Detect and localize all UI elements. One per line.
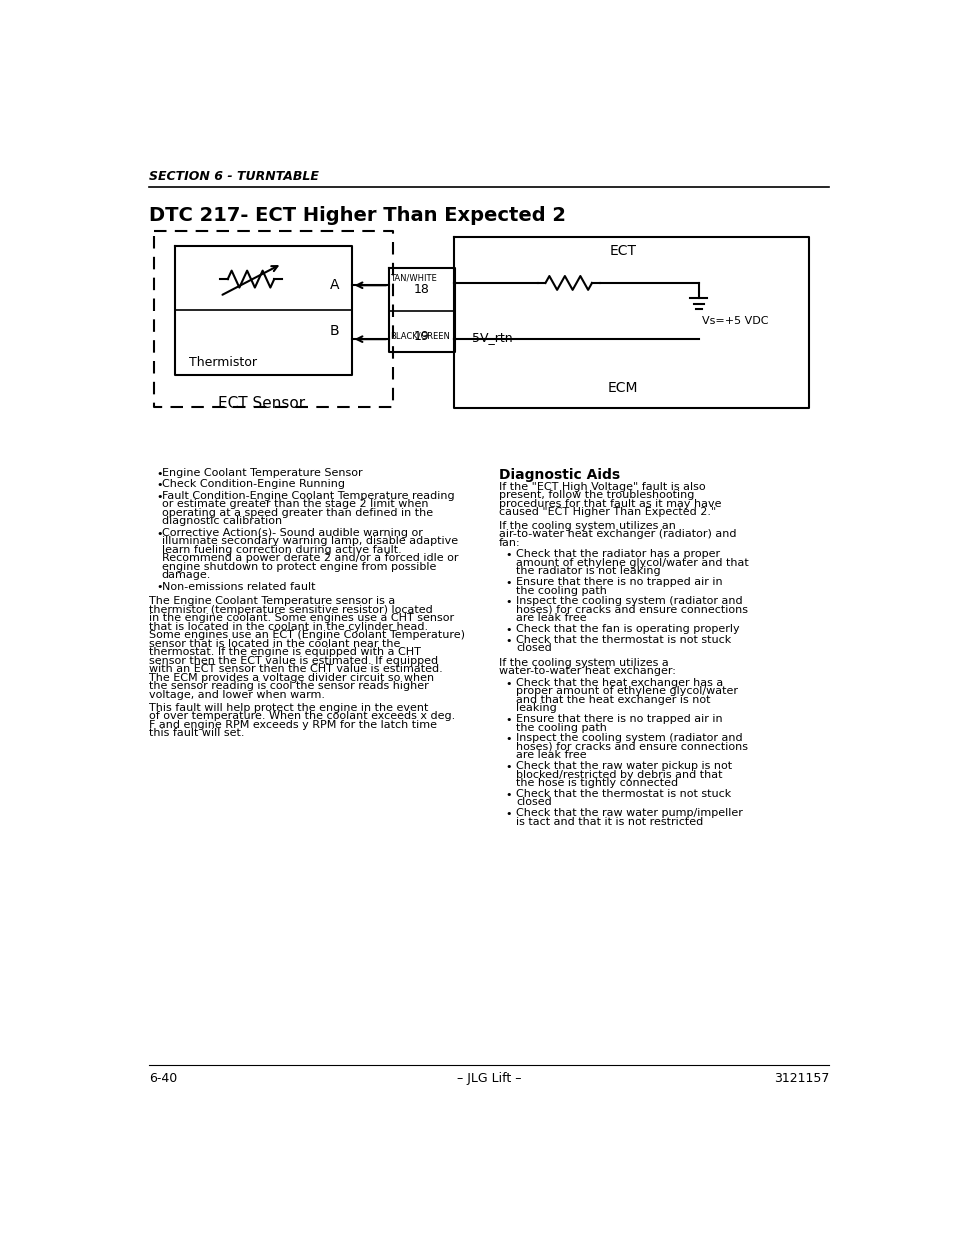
Text: operating at a speed greater than defined in the: operating at a speed greater than define… xyxy=(162,508,433,517)
Text: leaking: leaking xyxy=(516,704,557,714)
Text: ECT Sensor: ECT Sensor xyxy=(218,396,305,411)
Text: the sensor reading is cool the sensor reads higher: the sensor reading is cool the sensor re… xyxy=(149,680,428,692)
Text: TAN/WHITE: TAN/WHITE xyxy=(390,274,436,283)
Text: air-to-water heat exchanger (radiator) and: air-to-water heat exchanger (radiator) a… xyxy=(498,530,736,540)
Text: Engine Coolant Temperature Sensor: Engine Coolant Temperature Sensor xyxy=(162,468,362,478)
Text: Check Condition-Engine Running: Check Condition-Engine Running xyxy=(162,479,345,489)
Text: sensor then the ECT value is estimated. If equipped: sensor then the ECT value is estimated. … xyxy=(149,656,437,666)
Text: engine shutdown to protect engine from possible: engine shutdown to protect engine from p… xyxy=(162,562,436,572)
Text: 19: 19 xyxy=(414,330,429,342)
Text: closed: closed xyxy=(516,798,551,808)
Text: of over temperature. When the coolant exceeds x deg.: of over temperature. When the coolant ex… xyxy=(149,711,455,721)
Text: the hose is tightly connected: the hose is tightly connected xyxy=(516,778,678,788)
Text: Ensure that there is no trapped air in: Ensure that there is no trapped air in xyxy=(516,714,722,724)
Text: Recommend a power derate 2 and/or a forced idle or: Recommend a power derate 2 and/or a forc… xyxy=(162,553,457,563)
Text: this fault will set.: this fault will set. xyxy=(149,727,244,739)
Text: that is located in the coolant in the cylinder head.: that is located in the coolant in the cy… xyxy=(149,621,427,632)
Text: and that the heat exchanger is not: and that the heat exchanger is not xyxy=(516,695,710,705)
Text: Non-emissions related fault: Non-emissions related fault xyxy=(162,582,315,592)
Text: •: • xyxy=(156,468,163,478)
Text: are leak free: are leak free xyxy=(516,751,586,761)
Text: •: • xyxy=(505,679,511,689)
Text: Corrective Action(s)- Sound audible warning or: Corrective Action(s)- Sound audible warn… xyxy=(162,527,422,537)
Text: thermistor (temperature sensitive resistor) located: thermistor (temperature sensitive resist… xyxy=(149,605,432,615)
Text: proper amount of ethylene glycol/water: proper amount of ethylene glycol/water xyxy=(516,687,738,697)
Text: •: • xyxy=(505,715,511,725)
Text: learn fueling correction during active fault.: learn fueling correction during active f… xyxy=(162,545,401,555)
Text: SECTION 6 - TURNTABLE: SECTION 6 - TURNTABLE xyxy=(149,169,318,183)
Text: •: • xyxy=(505,762,511,772)
Text: sensor that is located in the coolant near the: sensor that is located in the coolant ne… xyxy=(149,638,399,648)
Text: procedures for that fault as it may have: procedures for that fault as it may have xyxy=(498,499,720,509)
Text: Check that the fan is operating properly: Check that the fan is operating properly xyxy=(516,624,739,634)
Text: Inspect the cooling system (radiator and: Inspect the cooling system (radiator and xyxy=(516,597,741,606)
Text: the radiator is not leaking: the radiator is not leaking xyxy=(516,567,660,577)
Text: hoses) for cracks and ensure connections: hoses) for cracks and ensure connections xyxy=(516,742,747,752)
Text: •: • xyxy=(156,492,163,501)
Text: ECM: ECM xyxy=(607,380,638,395)
Text: Some engines use an ECT (Engine Coolant Temperature): Some engines use an ECT (Engine Coolant … xyxy=(149,630,464,640)
Text: Fault Condition-Engine Coolant Temperature reading: Fault Condition-Engine Coolant Temperatu… xyxy=(162,490,454,501)
Text: Vs=+5 VDC: Vs=+5 VDC xyxy=(701,316,768,326)
Text: BLACK/GREEN: BLACK/GREEN xyxy=(390,331,450,341)
Text: If the cooling system utilizes an: If the cooling system utilizes an xyxy=(498,521,675,531)
Text: the cooling path: the cooling path xyxy=(516,722,606,732)
Text: 5V_rtn: 5V_rtn xyxy=(472,331,512,345)
Text: •: • xyxy=(505,789,511,799)
Text: thermostat. If the engine is equipped with a CHT: thermostat. If the engine is equipped wi… xyxy=(149,647,420,657)
Text: Ensure that there is no trapped air in: Ensure that there is no trapped air in xyxy=(516,577,722,587)
Text: Inspect the cooling system (radiator and: Inspect the cooling system (radiator and xyxy=(516,734,741,743)
Text: •: • xyxy=(505,550,511,561)
Text: are leak free: are leak free xyxy=(516,614,586,624)
Text: closed: closed xyxy=(516,643,551,653)
Text: DTC 217- ECT Higher Than Expected 2: DTC 217- ECT Higher Than Expected 2 xyxy=(149,206,565,225)
Text: or estimate greater than the stage 2 limit when: or estimate greater than the stage 2 lim… xyxy=(162,499,428,509)
Text: the cooling path: the cooling path xyxy=(516,585,606,595)
Text: fan:: fan: xyxy=(498,537,520,548)
Text: Check that the raw water pump/impeller: Check that the raw water pump/impeller xyxy=(516,808,742,818)
Text: Check that the radiator has a proper: Check that the radiator has a proper xyxy=(516,550,720,559)
Text: water-to-water heat exchanger:: water-to-water heat exchanger: xyxy=(498,667,675,677)
Text: If the cooling system utilizes a: If the cooling system utilizes a xyxy=(498,658,668,668)
Text: Check that the thermostat is not stuck: Check that the thermostat is not stuck xyxy=(516,635,731,645)
Text: B: B xyxy=(330,325,339,338)
Text: Diagnostic Aids: Diagnostic Aids xyxy=(498,468,619,482)
Text: – JLG Lift –: – JLG Lift – xyxy=(456,1072,520,1086)
Text: This fault will help protect the engine in the event: This fault will help protect the engine … xyxy=(149,703,428,713)
Text: The ECM provides a voltage divider circuit so when: The ECM provides a voltage divider circu… xyxy=(149,673,434,683)
Text: A: A xyxy=(330,278,339,293)
Text: •: • xyxy=(156,480,163,490)
Text: Thermistor: Thermistor xyxy=(189,356,256,369)
Text: in the engine coolant. Some engines use a CHT sensor: in the engine coolant. Some engines use … xyxy=(149,614,454,624)
Text: Check that the heat exchanger has a: Check that the heat exchanger has a xyxy=(516,678,722,688)
Text: •: • xyxy=(505,734,511,745)
Text: •: • xyxy=(505,636,511,646)
Text: •: • xyxy=(156,583,163,593)
Text: Check that the thermostat is not stuck: Check that the thermostat is not stuck xyxy=(516,789,731,799)
Text: 6-40: 6-40 xyxy=(149,1072,176,1086)
Text: •: • xyxy=(505,809,511,819)
Text: is tact and that it is not restricted: is tact and that it is not restricted xyxy=(516,816,702,826)
Text: 18: 18 xyxy=(414,283,429,295)
Text: •: • xyxy=(156,529,163,538)
Text: diagnostic calibration: diagnostic calibration xyxy=(162,516,282,526)
Text: illuminate secondary warning lamp, disable adaptive: illuminate secondary warning lamp, disab… xyxy=(162,536,457,546)
Text: hoses) for cracks and ensure connections: hoses) for cracks and ensure connections xyxy=(516,605,747,615)
Text: •: • xyxy=(505,597,511,608)
Text: 3121157: 3121157 xyxy=(773,1072,828,1086)
Text: •: • xyxy=(505,578,511,588)
Text: damage.: damage. xyxy=(162,571,211,580)
Text: F and engine RPM exceeds y RPM for the latch time: F and engine RPM exceeds y RPM for the l… xyxy=(149,720,436,730)
Text: Check that the raw water pickup is not: Check that the raw water pickup is not xyxy=(516,761,731,771)
Text: •: • xyxy=(505,625,511,635)
Text: present, follow the troubleshooting: present, follow the troubleshooting xyxy=(498,490,694,500)
Text: with an ECT sensor then the CHT value is estimated.: with an ECT sensor then the CHT value is… xyxy=(149,664,442,674)
Text: amount of ethylene glycol/water and that: amount of ethylene glycol/water and that xyxy=(516,558,748,568)
Text: blocked/restricted by debris and that: blocked/restricted by debris and that xyxy=(516,769,721,779)
Text: If the "ECT High Voltage" fault is also: If the "ECT High Voltage" fault is also xyxy=(498,482,705,492)
Text: voltage, and lower when warm.: voltage, and lower when warm. xyxy=(149,689,324,699)
Text: The Engine Coolant Temperature sensor is a: The Engine Coolant Temperature sensor is… xyxy=(149,597,395,606)
Text: ECT: ECT xyxy=(609,245,636,258)
Text: caused "ECT Higher Than Expected 2.": caused "ECT Higher Than Expected 2." xyxy=(498,508,716,517)
